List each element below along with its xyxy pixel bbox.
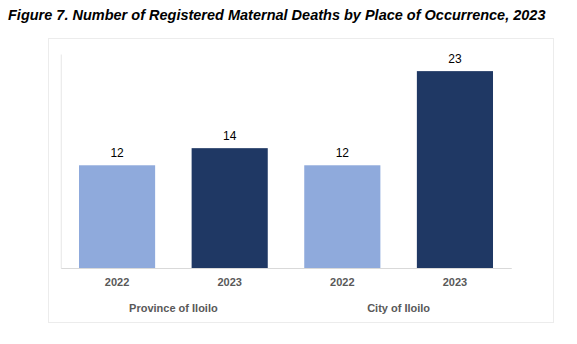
x-tick: 2023: [443, 268, 467, 288]
group-label: City of Iloilo: [367, 302, 430, 314]
data-label: 12: [336, 146, 350, 160]
x-tick-label: 2022: [105, 276, 129, 288]
x-tick: 2022: [330, 268, 354, 288]
y-axis-line: [61, 55, 62, 269]
x-axis: 2022 2023 2022 2023: [61, 268, 512, 288]
title: Figure 7. Number of Registered Maternal …: [8, 7, 546, 23]
x-tick: 2022: [105, 268, 129, 288]
group-label: Province of Iloilo: [129, 302, 218, 314]
bars: [79, 71, 493, 268]
x-tick-label: 2023: [443, 276, 467, 288]
x-tick-label: 2022: [330, 276, 354, 288]
chart: Figure 7. Number of Registered Maternal …: [0, 0, 577, 344]
data-label: 12: [110, 146, 124, 160]
chart-frame: [49, 39, 554, 323]
bar: [417, 71, 493, 268]
data-label: 14: [223, 129, 237, 143]
data-labels: 12 14 12 23: [110, 52, 462, 160]
bar: [192, 148, 268, 268]
bar: [304, 165, 380, 268]
data-label: 23: [448, 52, 462, 66]
x-tick-label: 2023: [217, 276, 241, 288]
y-axis: [61, 55, 62, 269]
x-axis-line: [61, 268, 512, 269]
bar: [79, 165, 155, 268]
group-labels: Province of Iloilo City of Iloilo: [129, 302, 430, 314]
x-tick: 2023: [217, 268, 241, 288]
